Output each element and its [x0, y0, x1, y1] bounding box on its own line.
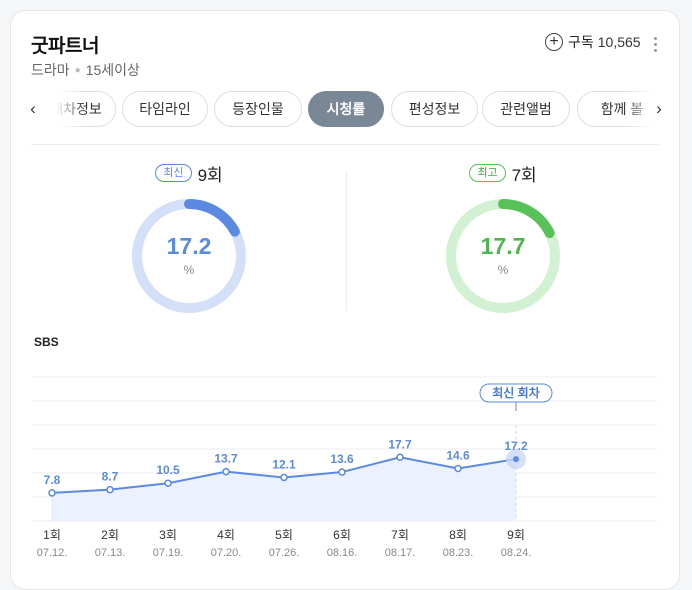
data-label: 17.2 [504, 439, 528, 453]
latest-rating-unit: % [183, 263, 195, 277]
age-rating: 15세이상 [85, 62, 140, 78]
data-point [48, 489, 56, 497]
latest-badge: 최신 [155, 164, 192, 182]
highest-rating-value: 17.7 [480, 233, 526, 259]
latest-annotation-text: 최신 회차 [492, 385, 540, 400]
chevron-left-icon[interactable]: ‹ [30, 99, 36, 118]
x-tick-label: 4회 [217, 528, 235, 542]
genre-label: 드라마 [31, 62, 70, 78]
tab-fade-left [56, 91, 86, 129]
section-divider [31, 144, 659, 145]
data-point [222, 467, 230, 476]
data-point [396, 453, 404, 462]
highest-rating-panel: 최고 7회 17.7 % [423, 161, 583, 313]
program-card: 굿파트너 드라마 ● 15세이상 + 구독 10,565 ‹ 재차정보 타임라인 등… [10, 10, 680, 590]
x-tick-label: 5회 [275, 528, 293, 542]
tab-bar: ‹ 재차정보 타임라인 등장인물 시청률 편성정보 관련앨범 함께 볼 › [11, 91, 679, 131]
latest-rating-panel: 최신 9회 17.2 % [109, 161, 269, 313]
chevron-right-icon[interactable]: › [656, 99, 662, 118]
x-date-label: 08.23. [443, 547, 474, 559]
x-tick-label: 8회 [449, 528, 467, 542]
more-options-icon[interactable] [654, 37, 658, 53]
latest-episode: 9회 [197, 165, 223, 185]
tab-fade-right [623, 91, 656, 129]
data-label: 10.5 [156, 463, 180, 477]
x-date-label: 07.13. [95, 547, 126, 559]
x-date-label: 07.20. [211, 547, 242, 559]
x-date-label: 08.16. [327, 547, 358, 559]
program-meta: 드라마 ● 15세이상 [31, 60, 140, 80]
ratings-line-chart: 7.8 1회 07.12. 8.7 2회 07.13. 10.5 3회 07.19. 13.7 4회… [33, 376, 657, 559]
data-label: 12.1 [272, 457, 296, 471]
data-label: 17.7 [388, 437, 412, 451]
highest-badge: 최고 [469, 164, 506, 182]
data-label: 13.7 [214, 452, 238, 466]
tab-viewport: 재차정보 타임라인 등장인물 시청률 편성정보 관련앨범 함께 볼 [56, 91, 656, 129]
subscribe-button[interactable]: + 구독 10,565 [545, 32, 641, 52]
data-point [513, 456, 519, 463]
plus-icon: + [545, 33, 563, 51]
stat-divider [346, 171, 347, 311]
latest-rating-value: 17.2 [166, 233, 212, 259]
chart-area [52, 457, 516, 521]
x-date-label: 07.12. [37, 547, 68, 559]
latest-gauge [132, 199, 246, 313]
program-title[interactable]: 굿파트너 [31, 36, 99, 57]
tab-schedule[interactable]: 편성정보 [391, 91, 478, 127]
x-tick-label: 7회 [391, 528, 409, 542]
data-point [106, 485, 114, 494]
highest-gauge [446, 199, 560, 313]
subscriber-count: 10,565 [597, 34, 641, 50]
data-label: 14.6 [446, 448, 470, 462]
tab-ratings[interactable]: 시청률 [308, 91, 384, 127]
x-date-label: 07.26. [269, 547, 300, 559]
x-tick-label: 1회 [43, 528, 61, 542]
x-tick-label: 3회 [159, 528, 177, 542]
data-label: 13.6 [330, 452, 354, 466]
latest-gauge-arc [132, 199, 246, 313]
tab-cast[interactable]: 등장인물 [214, 91, 302, 127]
data-point [454, 464, 462, 473]
x-tick-label: 9회 [507, 528, 525, 542]
highest-gauge-arc [446, 199, 560, 313]
data-point [280, 473, 288, 482]
x-date-label: 08.24. [501, 547, 532, 559]
tab-album[interactable]: 관련앨범 [482, 91, 570, 127]
data-point [164, 479, 172, 487]
separator-dot: ● [74, 65, 81, 76]
data-label: 8.7 [102, 470, 119, 484]
x-date-label: 08.17. [385, 547, 416, 559]
data-point [338, 468, 346, 476]
tab-timeline[interactable]: 타임라인 [122, 91, 208, 127]
subscribe-label: 구독 [568, 34, 594, 50]
x-date-label: 07.19. [153, 547, 184, 559]
highest-episode: 7회 [511, 165, 537, 185]
highest-rating-unit: % [497, 263, 509, 277]
x-tick-label: 2회 [101, 528, 119, 542]
x-tick-label: 6회 [333, 528, 351, 542]
data-label: 7.8 [44, 473, 61, 487]
network-label: SBS [34, 335, 59, 349]
